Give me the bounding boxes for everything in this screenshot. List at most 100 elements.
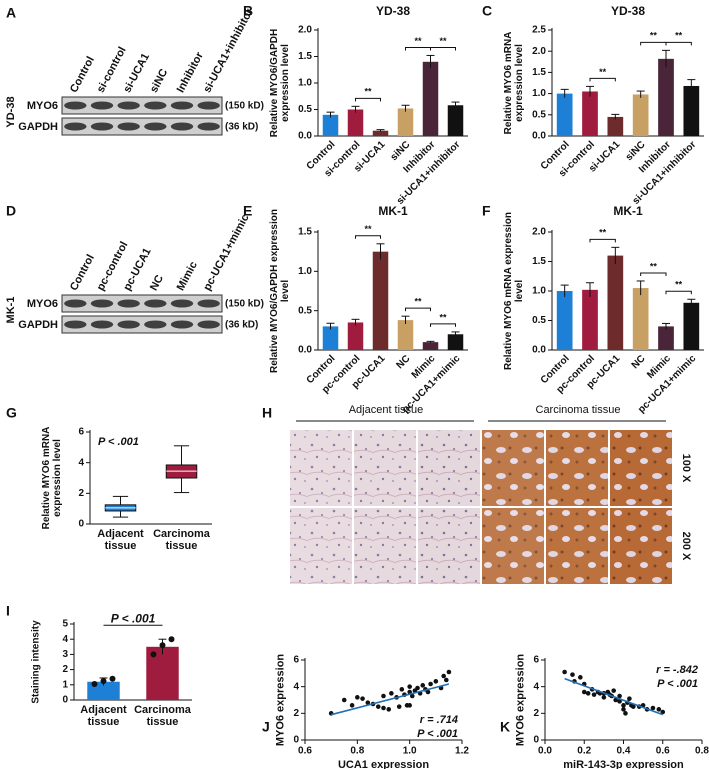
significance-bracket xyxy=(355,235,381,239)
blot-strip xyxy=(61,315,223,334)
blot-band xyxy=(144,299,167,308)
y-tick-label: 3 xyxy=(62,649,68,660)
row-label: MYO6 xyxy=(27,298,58,310)
y-tick-label: 0.5 xyxy=(532,315,546,326)
y-tick-label: 2 xyxy=(62,664,68,675)
bar xyxy=(447,105,464,136)
data-point xyxy=(399,687,405,692)
blot-band xyxy=(117,299,140,308)
data-point xyxy=(389,691,394,696)
y-tick-label: 2 xyxy=(78,488,84,499)
data-point xyxy=(415,685,420,691)
data-point xyxy=(407,684,412,689)
bar xyxy=(347,109,364,136)
data-point xyxy=(621,703,626,708)
data-point xyxy=(446,669,452,675)
x-tick-label: 1.2 xyxy=(455,746,469,757)
y-axis-label: MYO6 expression xyxy=(514,653,527,747)
significance-label: P < .001 xyxy=(111,611,156,625)
data-point xyxy=(381,693,386,699)
y-tick-label: 1.0 xyxy=(532,88,546,99)
significance-label: ** xyxy=(675,280,683,290)
micrograph xyxy=(354,508,416,584)
bar xyxy=(658,326,674,350)
y-tick-label: 2.0 xyxy=(532,227,546,238)
y-tick-label: 1.5 xyxy=(532,67,546,78)
y-tick-label: 1.0 xyxy=(298,78,312,89)
y-tick-label: 2.0 xyxy=(298,25,312,36)
data-point xyxy=(91,681,98,688)
bar xyxy=(632,288,649,350)
blot-band xyxy=(90,122,114,131)
blot-band xyxy=(117,122,140,131)
x-tick-label: 0.8 xyxy=(350,746,364,757)
bar xyxy=(607,116,624,136)
panel-letter: C xyxy=(482,3,492,19)
bar xyxy=(556,93,573,136)
lane-label: Control xyxy=(68,55,97,95)
significance-bracket xyxy=(640,41,667,46)
significance-bracket xyxy=(665,290,692,295)
significance-label: ** xyxy=(364,224,372,234)
bar xyxy=(422,61,439,136)
y-tick-label: 5 xyxy=(62,619,68,630)
data-point xyxy=(623,711,628,716)
y-tick-label: 1.0 xyxy=(298,266,312,277)
y-tick-label: 6 xyxy=(293,655,299,666)
y-tick-label: 4 xyxy=(293,681,299,692)
panel-letter: A xyxy=(6,5,16,21)
significance-label: ** xyxy=(599,228,607,238)
micrograph xyxy=(482,508,544,584)
row-label: GAPDH xyxy=(18,319,58,331)
data-point xyxy=(341,697,347,703)
data-point xyxy=(386,707,392,712)
data-point xyxy=(627,696,632,701)
significance-label: ** xyxy=(414,297,422,307)
x-axis-label: miR-143-3p expression xyxy=(563,759,684,769)
data-point xyxy=(441,673,446,679)
data-point xyxy=(570,672,575,677)
bar xyxy=(582,289,598,350)
blot-band xyxy=(170,299,194,308)
data-point xyxy=(601,695,607,700)
data-point xyxy=(650,705,656,711)
blot-band xyxy=(117,101,140,110)
micrograph xyxy=(290,508,352,584)
blot-band xyxy=(170,320,194,329)
bar xyxy=(347,322,364,350)
data-point xyxy=(168,636,175,643)
blot-strip xyxy=(61,294,223,313)
magnification: 100 X xyxy=(680,454,692,483)
y-tick-label: 1.5 xyxy=(298,227,312,238)
annotation: P < .001 xyxy=(98,436,139,448)
bar xyxy=(372,251,389,350)
bar xyxy=(397,108,414,136)
data-point xyxy=(365,700,371,705)
data-point xyxy=(396,704,402,709)
annotation: r = -.842 xyxy=(656,664,698,676)
y-tick-label: 0.5 xyxy=(298,305,312,316)
data-point xyxy=(420,683,426,688)
blot-band xyxy=(197,320,220,329)
x-tick-label: Carcinoma tissue xyxy=(134,704,191,728)
significance-label: ** xyxy=(599,67,607,77)
data-point xyxy=(617,693,622,699)
data-point xyxy=(100,678,107,684)
bar xyxy=(658,58,674,136)
y-tick-label: 0.5 xyxy=(298,104,312,115)
micrograph xyxy=(418,430,480,506)
blot-band xyxy=(144,122,167,131)
data-point xyxy=(581,689,587,695)
blot-band xyxy=(64,320,87,329)
y-tick-label: 0 xyxy=(293,735,299,746)
panel-letter: F xyxy=(482,203,491,219)
data-point xyxy=(360,696,365,701)
lane-label: Mimic xyxy=(175,260,200,293)
y-tick-label: 1.0 xyxy=(532,286,546,297)
bar xyxy=(397,320,414,350)
chart-title: MK-1 xyxy=(378,204,408,218)
significance-label: ** xyxy=(675,31,683,41)
panel-letter: B xyxy=(243,3,253,19)
significance-bracket xyxy=(589,238,616,243)
